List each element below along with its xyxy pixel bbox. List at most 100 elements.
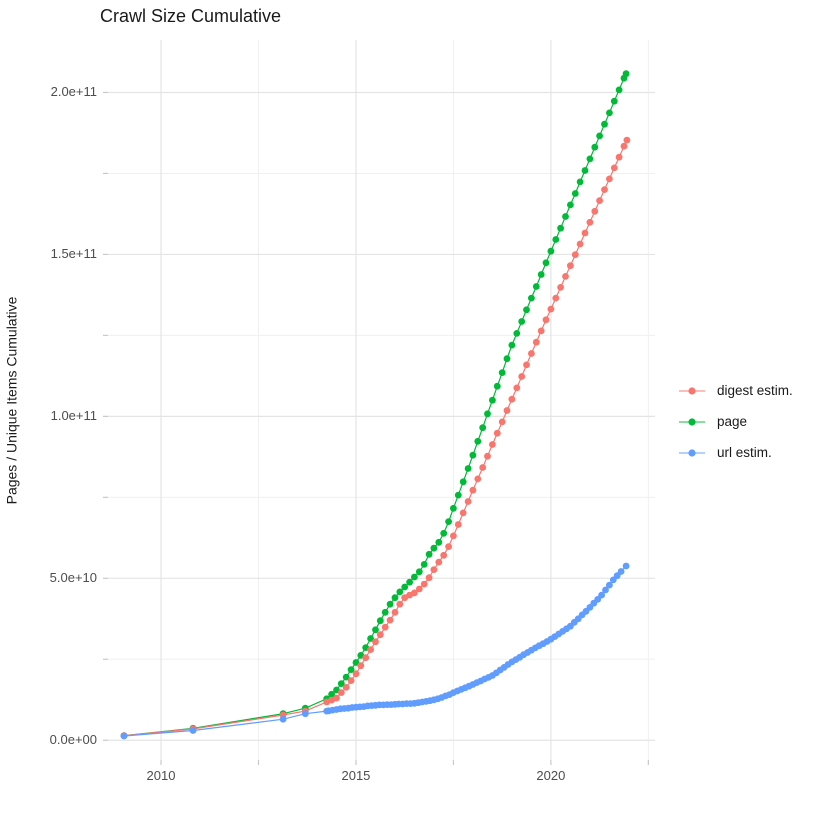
y-tick-label: 1.5e+11 [50, 246, 97, 262]
data-point [508, 341, 516, 349]
data-point [415, 568, 423, 576]
legend-key-icon [679, 386, 705, 395]
data-point [367, 646, 374, 653]
legend-key-dot [688, 448, 696, 457]
x-tick-label: 2020 [536, 768, 566, 783]
data-point [372, 638, 379, 646]
x-tick-label: 2010 [146, 768, 176, 783]
data-point [362, 654, 370, 662]
data-point [337, 680, 345, 687]
data-point [469, 451, 477, 459]
data-point [617, 568, 625, 575]
data-point [435, 538, 443, 546]
data-point [598, 591, 605, 599]
data-point [503, 355, 511, 363]
data-point [586, 218, 594, 226]
data-point [513, 330, 521, 337]
data-point [415, 585, 423, 593]
legend: digest estim. page url estim. [679, 380, 793, 463]
data-point [591, 207, 599, 215]
data-point [459, 478, 467, 486]
data-point [562, 273, 569, 280]
data-point [420, 580, 428, 588]
data-point [484, 410, 491, 418]
y-tick-label: 1.0e+11 [50, 408, 97, 424]
data-point [445, 543, 452, 550]
data-point [425, 550, 433, 558]
data-point [328, 690, 335, 698]
data-point [537, 271, 545, 278]
data-point [386, 600, 394, 608]
legend-item: page [679, 411, 793, 432]
data-point [474, 437, 482, 445]
data-point [537, 327, 545, 335]
legend-item: digest estim. [679, 380, 793, 401]
data-point [401, 583, 409, 591]
data-point [430, 544, 438, 552]
legend-key-dot [688, 417, 696, 426]
data-point [552, 236, 560, 243]
data-point [489, 441, 496, 448]
data-point [591, 143, 599, 151]
data-point [357, 662, 365, 670]
data-point [622, 70, 630, 78]
data-point [450, 504, 457, 512]
data-point [557, 284, 564, 291]
data-point [381, 608, 389, 616]
x-tick-label: 2015 [341, 768, 371, 783]
data-point [567, 262, 574, 270]
data-point [498, 418, 506, 426]
data-point [606, 109, 613, 117]
data-point [557, 224, 564, 232]
data-point [435, 558, 443, 566]
data-point [523, 306, 530, 314]
data-point [189, 727, 197, 734]
data-point [542, 259, 550, 267]
data-point [454, 491, 462, 499]
data-point [620, 142, 628, 150]
data-point [508, 395, 516, 403]
legend-key-icon [679, 417, 705, 426]
data-point [576, 240, 584, 248]
data-point [562, 213, 569, 220]
data-point [498, 369, 506, 376]
data-point [532, 338, 540, 346]
data-point [610, 164, 618, 172]
data-point [606, 581, 613, 589]
data-point [459, 509, 467, 517]
chart-title: Crawl Size Cumulative [100, 6, 282, 26]
data-point [581, 167, 589, 174]
data-point [528, 294, 535, 302]
data-point [567, 201, 574, 209]
data-point [596, 197, 603, 205]
data-point [411, 573, 418, 581]
data-point [552, 294, 560, 302]
data-point [450, 532, 457, 540]
data-point [581, 229, 589, 237]
data-point [622, 562, 630, 570]
data-point [489, 396, 496, 404]
data-point [532, 283, 540, 290]
data-point [445, 518, 452, 525]
data-point [464, 465, 472, 472]
data-point [352, 670, 360, 678]
data-point [342, 684, 350, 691]
data-point [606, 175, 613, 183]
data-point [120, 732, 128, 740]
data-point [469, 486, 477, 494]
data-point [367, 635, 374, 642]
data-point [542, 316, 550, 324]
data-point [571, 190, 579, 197]
data-point [523, 361, 530, 369]
data-point [391, 594, 399, 602]
data-point [594, 596, 602, 603]
data-point [586, 155, 594, 163]
data-point [381, 623, 389, 631]
data-point [528, 350, 535, 357]
data-point [464, 498, 472, 505]
data-point [406, 578, 413, 586]
data-point [376, 631, 384, 639]
data-point [411, 589, 418, 597]
data-point [301, 710, 309, 718]
